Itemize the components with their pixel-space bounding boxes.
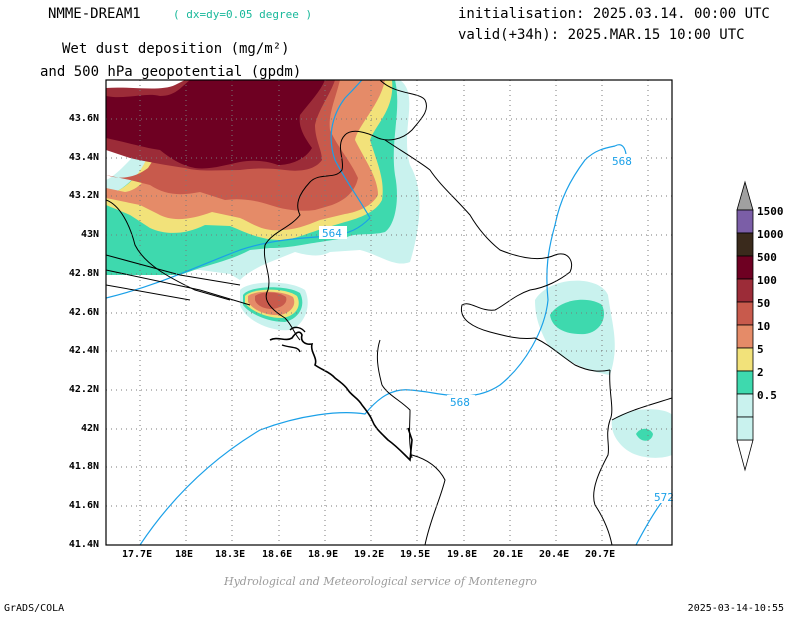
initialisation-time: initialisation: 2025.03.14. 00:00 UTC [458, 6, 770, 22]
legend-label: 0.5 [757, 389, 777, 402]
legend-colorbar [736, 180, 754, 472]
lat-label: 42N [80, 423, 99, 434]
border-line [411, 454, 446, 545]
contour-label: 564 [322, 227, 342, 240]
lon-label: 20.4E [539, 549, 570, 560]
lat-label: 42.2N [68, 384, 99, 395]
contour-564 [106, 80, 371, 299]
border-line [106, 199, 231, 301]
lat-label: 42.8N [68, 268, 99, 279]
lat-label: 42.4N [68, 345, 99, 356]
lon-label: 18.6E [262, 549, 293, 560]
legend-label: 50 [757, 297, 771, 310]
border-line [106, 284, 191, 301]
legend-swatch [736, 393, 754, 418]
lat-label: 43.4N [68, 152, 99, 163]
legend-swatch [736, 370, 754, 395]
legend-swatch [736, 255, 754, 280]
legend-label: 5 [757, 343, 764, 356]
lon-label: 19.8E [447, 549, 478, 560]
legend-label: 1000 [757, 228, 784, 241]
legend-label: 10 [757, 320, 771, 333]
legend-swatch [736, 416, 754, 441]
legend-swatch [736, 232, 754, 257]
legend-label: 2 [757, 366, 764, 379]
border-line [593, 369, 613, 545]
border-line [376, 339, 413, 459]
shade-500 [106, 80, 325, 169]
legend-swatch [736, 209, 754, 234]
contour-568-b [614, 144, 627, 155]
lat-label: 41.6N [68, 500, 99, 511]
border-line [106, 254, 241, 286]
map-title-line1: Wet dust deposition (mg/m²) [62, 41, 290, 57]
shade-2 [636, 428, 653, 441]
contour-label: 568 [612, 155, 632, 168]
legend-swatch [736, 278, 754, 303]
lat-label: 43.6N [68, 113, 99, 124]
contour-label-group: 564 568 568 572 [319, 154, 674, 504]
lon-label: 20.7E [585, 549, 616, 560]
legend-bottom-arrow [736, 439, 754, 472]
lat-label: 41.8N [68, 461, 99, 472]
lon-label: 19.2E [354, 549, 385, 560]
legend-swatch [736, 347, 754, 372]
lon-label: 18.9E [308, 549, 339, 560]
legend-top-arrow [736, 180, 754, 211]
coastline [281, 326, 306, 353]
coastline [269, 331, 413, 462]
border-line [611, 397, 672, 421]
contour-568 [139, 145, 616, 545]
legend-label: 500 [757, 251, 777, 264]
credit-text: Hydrological and Meteorological service … [224, 575, 537, 588]
map-title-line2: and 500 hPa geopotential (gpdm) [40, 64, 302, 80]
contour-label: 568 [450, 396, 470, 409]
country-borders [106, 80, 672, 545]
lat-label: 43.2N [68, 190, 99, 201]
border-line [263, 80, 427, 341]
deposition-shading [106, 80, 672, 458]
legend-swatch [736, 301, 754, 326]
lon-label: 18.3E [215, 549, 246, 560]
lat-label: 43N [80, 229, 99, 240]
legend-swatch [736, 324, 754, 349]
resolution-note: ( dx=dy=0.05 degree ) [173, 8, 313, 21]
map-frame [105, 79, 673, 546]
lon-label: 18E [175, 549, 194, 560]
footer-timestamp: 2025-03-14-10:55 [687, 603, 784, 614]
border-line [384, 139, 611, 372]
lon-label: 20.1E [493, 549, 524, 560]
lon-label: 19.5E [400, 549, 431, 560]
footer-software: GrADS/COLA [4, 603, 65, 614]
valid-time: valid(+34h): 2025.MAR.15 10:00 UTC [458, 27, 745, 43]
lat-label: 42.6N [68, 307, 99, 318]
lat-label: 41.4N [68, 539, 99, 550]
lon-label: 17.7E [122, 549, 153, 560]
shade-2 [550, 299, 605, 335]
legend-label: 1500 [757, 205, 784, 218]
geopotential-contours [106, 80, 672, 545]
model-name: NMME-DREAM1 [48, 6, 141, 22]
legend-label: 100 [757, 274, 777, 287]
contour-label: 572 [654, 491, 674, 504]
border-line [106, 269, 251, 306]
shade-50 [255, 292, 287, 309]
